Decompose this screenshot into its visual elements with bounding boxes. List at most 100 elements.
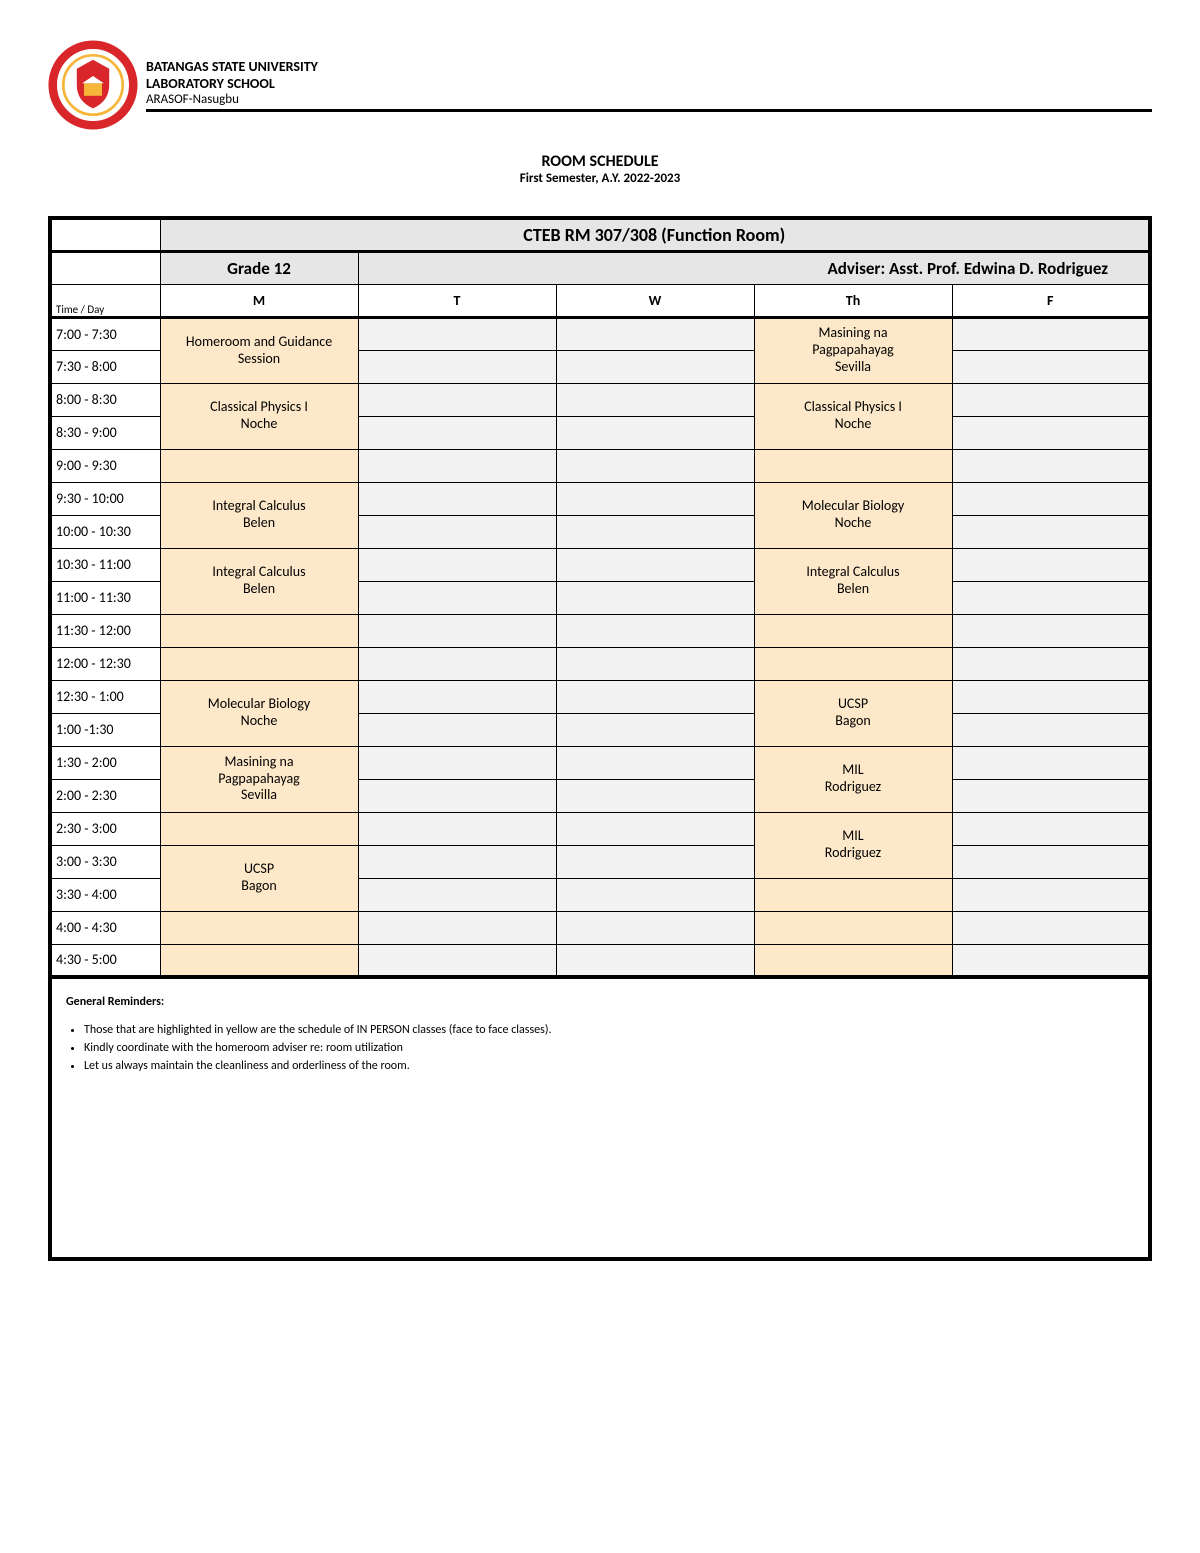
empty-slot bbox=[358, 746, 556, 779]
empty-slot bbox=[358, 845, 556, 878]
empty-slot bbox=[556, 383, 754, 416]
empty-slot bbox=[358, 911, 556, 944]
empty-slot bbox=[358, 779, 556, 812]
reminders-box: General Reminders: Those that are highli… bbox=[48, 979, 1152, 1261]
empty-slot bbox=[358, 515, 556, 548]
empty-slot bbox=[556, 515, 754, 548]
blank-corner bbox=[50, 218, 160, 251]
empty-slot bbox=[952, 911, 1150, 944]
day-header-w: W bbox=[556, 284, 754, 317]
empty-highlight bbox=[754, 944, 952, 977]
empty-slot bbox=[556, 944, 754, 977]
empty-slot bbox=[952, 614, 1150, 647]
empty-slot bbox=[556, 317, 754, 350]
empty-slot bbox=[952, 581, 1150, 614]
time-label: 1:00 -1:30 bbox=[50, 713, 160, 746]
empty-slot bbox=[358, 614, 556, 647]
empty-highlight bbox=[754, 614, 952, 647]
time-label: 3:30 - 4:00 bbox=[50, 878, 160, 911]
empty-slot bbox=[358, 548, 556, 581]
class-block: Masining na Pagpapahayag Sevilla bbox=[754, 317, 952, 383]
room-title: CTEB RM 307/308 (Function Room) bbox=[160, 218, 1150, 251]
time-label: 12:30 - 1:00 bbox=[50, 680, 160, 713]
reminders-list: Those that are highlighted in yellow are… bbox=[66, 1023, 1134, 1073]
empty-slot bbox=[556, 416, 754, 449]
class-block: Classical Physics I Noche bbox=[754, 383, 952, 449]
class-block: Homeroom and Guidance Session bbox=[160, 317, 358, 383]
time-label: 7:00 - 7:30 bbox=[50, 317, 160, 350]
university-name: BATANGAS STATE UNIVERSITY bbox=[146, 58, 1152, 75]
empty-slot bbox=[556, 713, 754, 746]
document-header: BATANGAS STATE UNIVERSITY LABORATORY SCH… bbox=[48, 40, 1152, 130]
time-label: 11:00 - 11:30 bbox=[50, 581, 160, 614]
empty-highlight bbox=[754, 449, 952, 482]
empty-slot bbox=[358, 944, 556, 977]
class-block: Integral Calculus Belen bbox=[754, 548, 952, 614]
time-day-header: Time / Day bbox=[50, 284, 160, 317]
adviser-name: Adviser: Asst. Prof. Edwina D. Rodriguez bbox=[358, 251, 1150, 284]
empty-slot bbox=[556, 449, 754, 482]
reminder-item: Let us always maintain the cleanliness a… bbox=[84, 1059, 1134, 1073]
empty-slot bbox=[556, 911, 754, 944]
empty-slot bbox=[358, 680, 556, 713]
university-logo bbox=[48, 40, 138, 130]
class-block: MIL Rodriguez bbox=[754, 812, 952, 878]
empty-slot bbox=[952, 845, 1150, 878]
class-block: UCSP Bagon bbox=[160, 845, 358, 911]
class-block: Integral Calculus Belen bbox=[160, 548, 358, 614]
empty-slot bbox=[358, 812, 556, 845]
day-header-m: M bbox=[160, 284, 358, 317]
empty-slot bbox=[358, 317, 556, 350]
time-label: 7:30 - 8:00 bbox=[50, 350, 160, 383]
reminder-item: Those that are highlighted in yellow are… bbox=[84, 1023, 1134, 1037]
time-label: 9:00 - 9:30 bbox=[50, 449, 160, 482]
empty-highlight bbox=[160, 647, 358, 680]
empty-slot bbox=[952, 680, 1150, 713]
class-block: Molecular Biology Noche bbox=[160, 680, 358, 746]
empty-slot bbox=[556, 548, 754, 581]
schedule-table: CTEB RM 307/308 (Function Room) Grade 12… bbox=[48, 216, 1152, 979]
empty-highlight bbox=[754, 878, 952, 911]
time-label: 1:30 - 2:00 bbox=[50, 746, 160, 779]
empty-highlight bbox=[160, 911, 358, 944]
empty-slot bbox=[358, 449, 556, 482]
empty-slot bbox=[358, 350, 556, 383]
time-label: 2:30 - 3:00 bbox=[50, 812, 160, 845]
class-block: Integral Calculus Belen bbox=[160, 482, 358, 548]
time-label: 11:30 - 12:00 bbox=[50, 614, 160, 647]
empty-slot bbox=[358, 383, 556, 416]
empty-slot bbox=[952, 482, 1150, 515]
empty-slot bbox=[952, 944, 1150, 977]
empty-slot bbox=[952, 317, 1150, 350]
reminders-title: General Reminders: bbox=[66, 995, 1134, 1009]
class-block: Masining na Pagpapahayag Sevilla bbox=[160, 746, 358, 812]
empty-slot bbox=[556, 581, 754, 614]
empty-highlight bbox=[754, 647, 952, 680]
header-text: BATANGAS STATE UNIVERSITY LABORATORY SCH… bbox=[146, 58, 1152, 112]
empty-slot bbox=[556, 482, 754, 515]
time-label: 10:00 - 10:30 bbox=[50, 515, 160, 548]
reminder-item: Kindly coordinate with the homeroom advi… bbox=[84, 1041, 1134, 1055]
empty-slot bbox=[556, 779, 754, 812]
class-block: MIL Rodriguez bbox=[754, 746, 952, 812]
empty-slot bbox=[556, 647, 754, 680]
empty-slot bbox=[358, 581, 556, 614]
empty-slot bbox=[952, 812, 1150, 845]
empty-slot bbox=[952, 515, 1150, 548]
empty-slot bbox=[952, 647, 1150, 680]
empty-highlight bbox=[160, 944, 358, 977]
empty-slot bbox=[556, 680, 754, 713]
title-block: ROOM SCHEDULE First Semester, A.Y. 2022-… bbox=[48, 152, 1152, 186]
empty-slot bbox=[556, 746, 754, 779]
empty-slot bbox=[556, 614, 754, 647]
time-label: 2:00 - 2:30 bbox=[50, 779, 160, 812]
empty-slot bbox=[952, 449, 1150, 482]
empty-slot bbox=[358, 647, 556, 680]
empty-slot bbox=[952, 548, 1150, 581]
empty-slot bbox=[556, 878, 754, 911]
time-label: 9:30 - 10:00 bbox=[50, 482, 160, 515]
empty-slot bbox=[952, 878, 1150, 911]
empty-slot bbox=[952, 779, 1150, 812]
time-label: 3:00 - 3:30 bbox=[50, 845, 160, 878]
department-name: LABORATORY SCHOOL bbox=[146, 75, 1152, 92]
